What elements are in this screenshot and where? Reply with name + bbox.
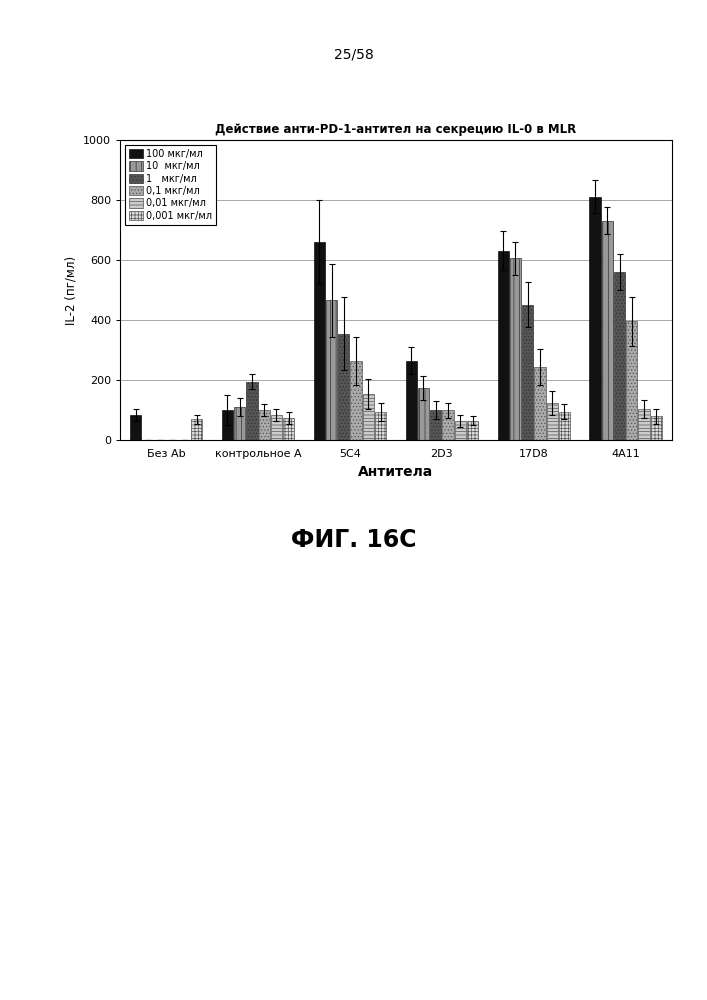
Bar bbox=[259, 410, 270, 440]
Bar bbox=[283, 418, 294, 440]
Text: 25/58: 25/58 bbox=[334, 48, 373, 62]
Bar bbox=[234, 407, 245, 440]
Bar bbox=[522, 305, 533, 440]
Bar bbox=[406, 360, 417, 440]
Bar bbox=[363, 393, 374, 440]
Legend: 100 мкг/мл, 10  мкг/мл, 1   мкг/мл, 0,1 мкг/мл, 0,01 мкг/мл, 0,001 мкг/мл: 100 мкг/мл, 10 мкг/мл, 1 мкг/мл, 0,1 мкг… bbox=[125, 145, 216, 225]
Bar bbox=[626, 322, 638, 440]
X-axis label: Антитела: Антитела bbox=[358, 465, 433, 479]
Bar bbox=[443, 410, 454, 440]
Bar bbox=[338, 334, 349, 440]
Bar bbox=[559, 412, 570, 440]
Text: ФИГ. 16С: ФИГ. 16С bbox=[291, 528, 416, 552]
Bar bbox=[130, 414, 141, 440]
Bar bbox=[222, 410, 233, 440]
Bar bbox=[510, 258, 521, 440]
Bar bbox=[455, 420, 466, 440]
Title: Действие анти-PD-1-антител на секрецию IL-0 в MLR: Действие анти-PD-1-антител на секрецию I… bbox=[216, 123, 576, 136]
Bar bbox=[467, 420, 478, 440]
Bar bbox=[430, 410, 441, 440]
Bar bbox=[246, 381, 257, 440]
Bar bbox=[418, 387, 429, 440]
Y-axis label: IL-2 (пг/мл): IL-2 (пг/мл) bbox=[64, 255, 78, 325]
Bar bbox=[534, 366, 546, 440]
Bar bbox=[638, 408, 650, 440]
Bar bbox=[498, 251, 509, 440]
Bar bbox=[326, 300, 337, 440]
Bar bbox=[590, 197, 601, 440]
Bar bbox=[547, 402, 558, 440]
Bar bbox=[650, 416, 662, 440]
Bar bbox=[614, 272, 625, 440]
Bar bbox=[351, 360, 362, 440]
Bar bbox=[314, 242, 325, 440]
Bar bbox=[271, 414, 282, 440]
Bar bbox=[602, 221, 613, 440]
Bar bbox=[375, 412, 386, 440]
Bar bbox=[191, 419, 202, 440]
